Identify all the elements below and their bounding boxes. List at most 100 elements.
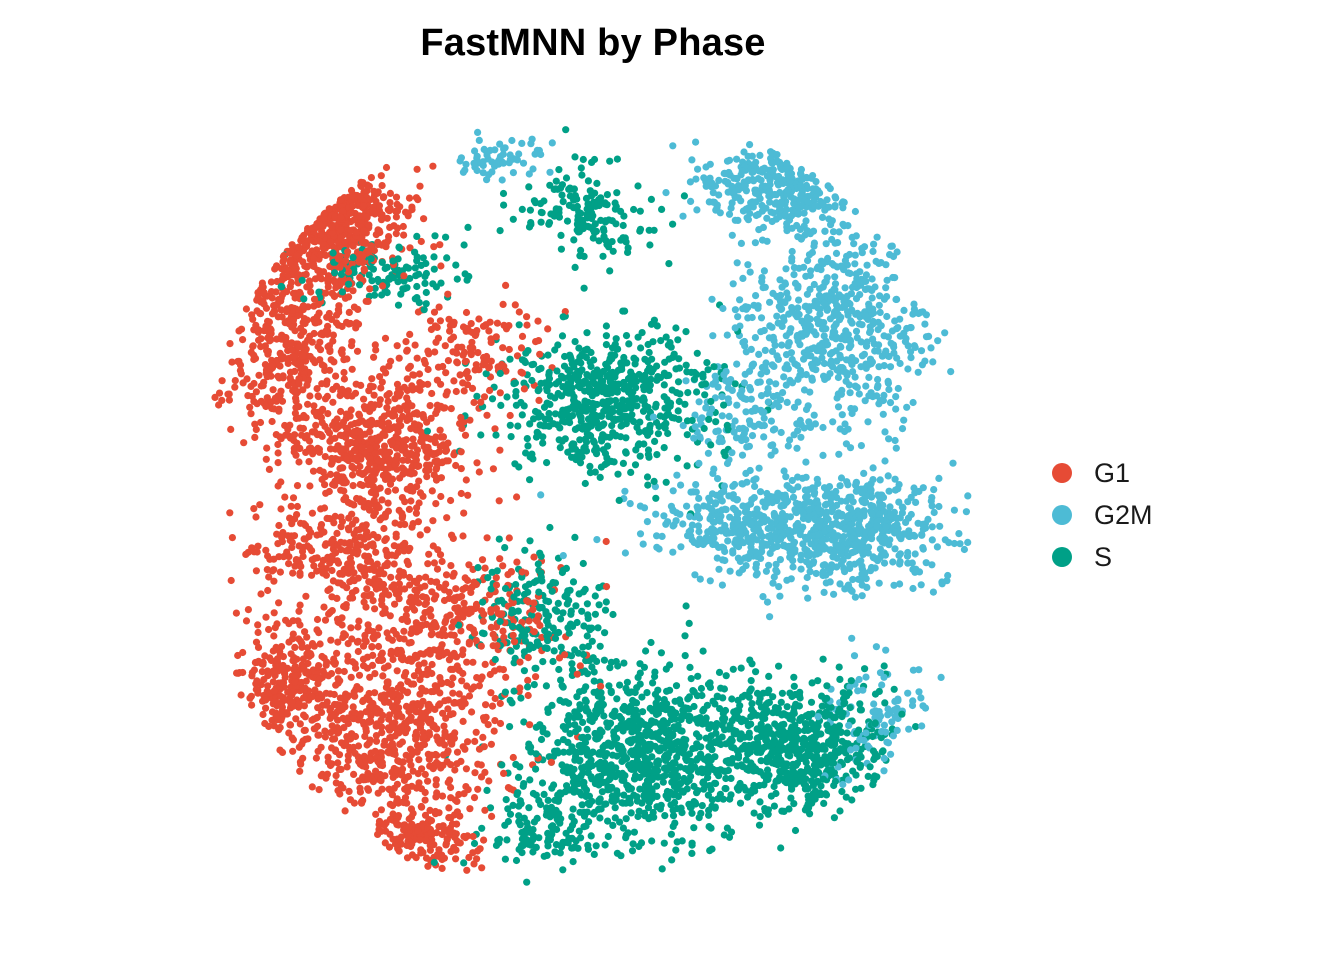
data-point-s (618, 421, 627, 429)
data-point-g1 (340, 667, 348, 676)
data-point-s (786, 734, 794, 742)
data-point-s (429, 280, 437, 288)
data-point-g2m (850, 240, 858, 248)
data-point-g2m (853, 383, 861, 391)
data-point-s (529, 789, 538, 798)
data-point-s (569, 858, 577, 866)
data-point-s (644, 358, 652, 366)
data-point-g1 (300, 702, 308, 710)
data-point-g1 (268, 417, 276, 426)
data-point-g1 (365, 578, 373, 586)
data-point-g1 (487, 623, 495, 632)
data-point-g1 (390, 560, 398, 568)
data-point-g2m (718, 412, 726, 420)
data-point-g1 (231, 383, 239, 391)
data-point-g1 (334, 667, 343, 675)
data-point-g1 (321, 395, 330, 403)
data-point-s (620, 659, 628, 667)
data-point-s (601, 741, 609, 750)
data-point-s (770, 802, 779, 810)
data-point-g2m (725, 156, 734, 164)
data-point-g2m (763, 237, 771, 245)
data-point-s (643, 689, 651, 697)
data-point-g2m (783, 220, 791, 228)
data-point-g1 (302, 592, 310, 600)
data-point-g1 (406, 330, 414, 338)
data-point-g1 (354, 647, 362, 656)
data-point-g2m (864, 543, 873, 551)
data-point-g1 (333, 649, 341, 657)
data-point-s (780, 710, 788, 718)
data-point-g1 (226, 340, 234, 348)
data-point-g1 (359, 258, 367, 266)
data-point-g1 (475, 315, 483, 323)
data-point-s (674, 407, 682, 415)
data-point-g2m (856, 291, 864, 299)
data-point-s (636, 207, 644, 215)
data-point-g1 (366, 428, 374, 436)
data-point-g1 (448, 623, 456, 631)
data-point-s (510, 380, 518, 388)
data-point-s (563, 217, 572, 225)
data-point-g1 (364, 786, 373, 794)
data-point-g2m (941, 329, 949, 337)
data-point-g1 (435, 303, 443, 311)
data-point-s (602, 332, 611, 340)
data-point-g1 (415, 574, 423, 582)
data-point-g1 (441, 697, 449, 705)
data-point-g2m (785, 339, 793, 347)
data-point-s (699, 778, 708, 786)
data-point-g2m (744, 261, 752, 269)
data-point-g1 (413, 165, 421, 173)
data-point-g1 (416, 489, 425, 497)
data-point-s (530, 360, 538, 368)
data-point-s (871, 690, 880, 698)
data-point-g2m (788, 247, 796, 256)
data-point-s (661, 812, 669, 820)
data-point-g1 (384, 397, 392, 405)
data-point-s (590, 850, 598, 859)
data-point-g1 (248, 311, 256, 319)
data-point-g1 (408, 523, 416, 531)
data-point-s (464, 223, 472, 231)
data-point-g2m (870, 240, 878, 248)
data-point-s (499, 189, 508, 198)
data-point-g2m (909, 584, 917, 593)
data-point-g1 (259, 710, 267, 719)
data-point-g1 (299, 754, 307, 762)
data-point-g2m (930, 508, 938, 517)
data-point-g1 (264, 682, 272, 690)
data-point-g2m (909, 398, 917, 407)
data-point-g2m (805, 251, 814, 259)
data-point-g1 (301, 713, 309, 721)
data-point-g2m (691, 411, 699, 419)
data-point-g1 (348, 471, 357, 479)
data-point-s (521, 546, 529, 554)
data-point-g2m (729, 280, 737, 288)
data-point-s (554, 389, 562, 398)
data-point-s (625, 340, 633, 348)
data-point-s (630, 417, 638, 426)
data-point-g2m (851, 207, 860, 216)
data-point-g1 (496, 719, 505, 728)
data-point-s (540, 790, 548, 799)
data-point-s (682, 328, 690, 336)
data-point-s (543, 399, 551, 407)
data-point-g2m (694, 522, 703, 530)
data-point-g1 (505, 534, 513, 542)
data-point-g1 (232, 609, 240, 617)
data-point-s (690, 375, 699, 383)
data-point-s (672, 324, 680, 332)
data-point-g2m (880, 754, 888, 763)
data-point-g1 (442, 580, 450, 588)
data-point-g2m (904, 559, 912, 567)
data-point-g1 (393, 342, 401, 350)
data-point-g1 (326, 585, 334, 593)
data-point-s (531, 664, 539, 672)
data-point-g1 (481, 660, 489, 669)
data-point-g2m (525, 170, 533, 178)
data-point-g2m (763, 214, 771, 222)
data-point-g1 (513, 352, 522, 360)
data-point-g2m (766, 298, 774, 306)
